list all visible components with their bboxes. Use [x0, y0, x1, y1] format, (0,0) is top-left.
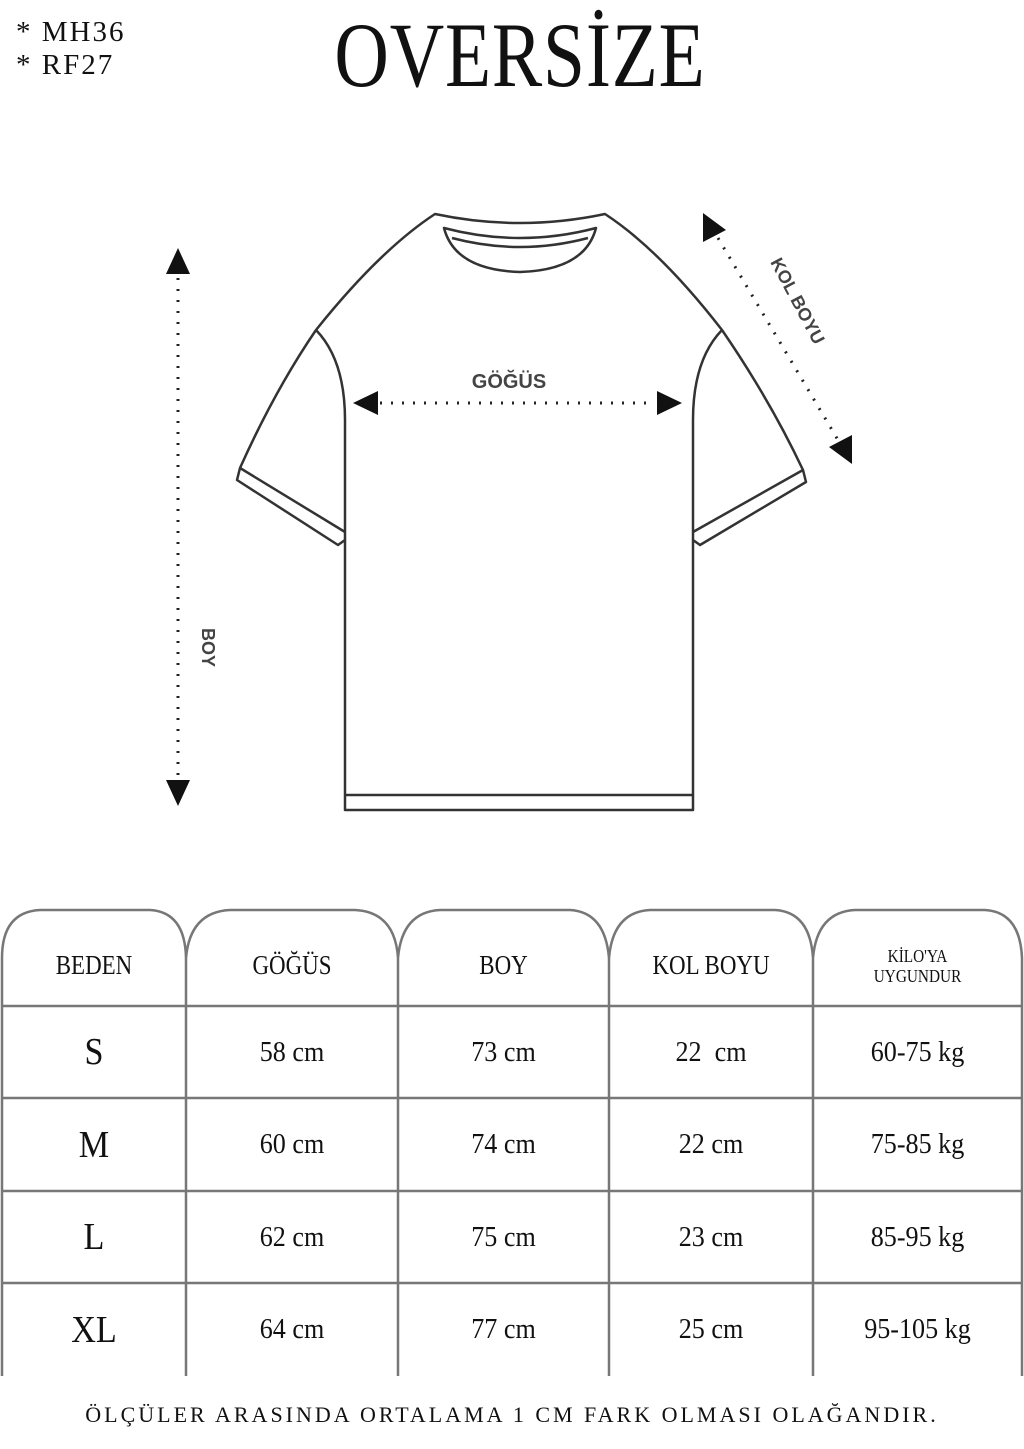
tshirt-outline — [235, 212, 808, 812]
table-cell: 85-95 kg — [870, 1220, 965, 1253]
table-cell: 60 cm — [259, 1128, 325, 1160]
table-cell: 75 cm — [471, 1220, 536, 1253]
size-label: XL — [71, 1308, 117, 1351]
column-header: BOY — [479, 950, 528, 980]
size-label: S — [84, 1031, 104, 1073]
table-cell: 25 cm — [678, 1313, 744, 1345]
size-label: L — [83, 1216, 105, 1258]
table-cell: 95-105 kg — [864, 1313, 971, 1345]
chest-label: GÖĞÜS — [472, 369, 546, 393]
left-cuff — [239, 466, 346, 534]
arrow-right-icon — [657, 391, 682, 415]
column-header: KOL BOYU — [652, 950, 770, 980]
table-cell: 23 cm — [678, 1220, 744, 1253]
table-cell: 73 cm — [471, 1035, 536, 1068]
arrow-left-icon — [353, 391, 378, 415]
column-header: GÖĞÜS — [252, 950, 332, 980]
table-cell: 22 cm — [675, 1035, 747, 1068]
table-cell: 74 cm — [471, 1128, 536, 1160]
arrow-down-icon — [166, 780, 190, 806]
footer-note: ÖLÇÜLER ARASINDA ORTALAMA 1 CM FARK OLMA… — [85, 1402, 939, 1427]
column-header: KİLO'YA UYGUNDUR — [873, 945, 962, 986]
arrow-up-left-icon — [703, 213, 726, 242]
length-label: BOY — [198, 628, 218, 667]
table-cell: 22 cm — [678, 1128, 744, 1160]
tshirt-diagram: GÖĞÜS BOY KOL BOYU — [166, 212, 852, 812]
left-armhole — [315, 329, 347, 540]
product-code: * RF27 — [16, 49, 115, 81]
arrow-up-icon — [166, 248, 190, 274]
table-cell: 62 cm — [259, 1220, 325, 1253]
table-cell: 60-75 kg — [870, 1035, 965, 1068]
right-cuff — [692, 468, 804, 534]
product-codes: * MH36 * RF27 — [16, 16, 125, 82]
size-table: BEDEN GÖĞÜS BOY KOL BOYU KİLO'YA UYGUNDUR S 58… — [0, 908, 1024, 1376]
page-title: OVERSİZE — [334, 4, 706, 106]
table-cell: 77 cm — [471, 1313, 536, 1345]
product-code: * MH36 — [16, 16, 126, 48]
table-cell: 64 cm — [259, 1313, 325, 1345]
neck-band — [442, 226, 598, 274]
arrow-down-right-icon — [829, 435, 852, 464]
column-header: BEDEN — [55, 950, 133, 980]
right-armhole — [691, 329, 723, 540]
table-cell: 58 cm — [259, 1035, 325, 1068]
table-cell: 75-85 kg — [870, 1128, 965, 1160]
size-label: M — [78, 1123, 110, 1166]
